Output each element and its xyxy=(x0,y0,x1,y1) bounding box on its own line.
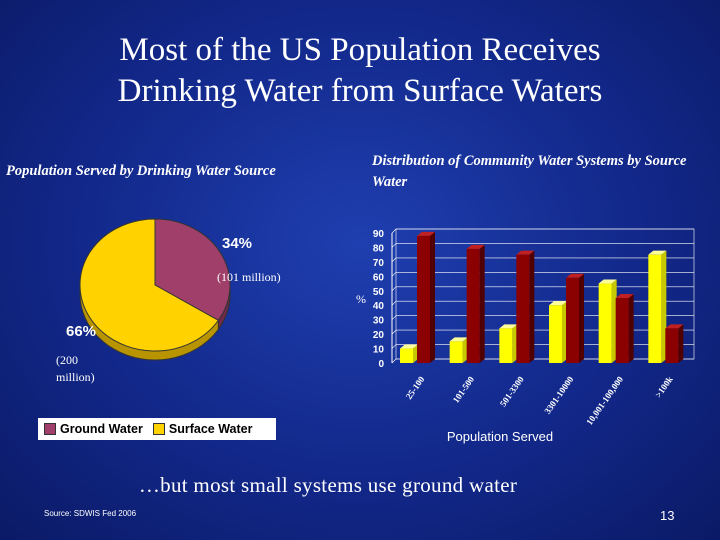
bar-light-side xyxy=(462,337,468,363)
bar-light-top xyxy=(499,324,518,329)
pie-chart-title: Population Served by Drinking Water Sour… xyxy=(6,163,276,179)
bar-dark-side xyxy=(479,244,485,363)
legend-label-ground: Ground Water xyxy=(60,422,143,436)
bar-dark-side xyxy=(678,324,684,363)
y-tick-label: 0 xyxy=(378,359,384,370)
x-tick-label: 10,001-100,000 xyxy=(584,374,625,425)
bar-light xyxy=(549,305,562,363)
bar-dark xyxy=(566,277,579,363)
bar-dark-side xyxy=(579,273,584,363)
gridline-depth xyxy=(391,243,397,248)
bar-dark xyxy=(665,328,679,363)
bar-light-top xyxy=(648,250,667,255)
bar-dark-top xyxy=(665,324,684,329)
gridline-depth xyxy=(391,301,397,306)
pie-note-ground: (101 million) xyxy=(217,270,281,284)
bar-dark xyxy=(417,235,430,363)
gridline-depth xyxy=(391,315,397,320)
bar-dark-side xyxy=(529,250,535,363)
bar-dark xyxy=(516,254,530,363)
bar-dark xyxy=(466,248,480,363)
bar-light-side xyxy=(562,301,567,363)
bar-dark-top xyxy=(615,294,634,298)
slide-title: Most of the US Population Receives Drink… xyxy=(0,30,720,112)
bar-light-top xyxy=(400,344,418,349)
y-tick-label: 30 xyxy=(373,316,385,327)
bar-y-axis-label: % xyxy=(356,292,366,306)
legend-swatch-surface xyxy=(152,423,165,435)
bar-dark-top xyxy=(516,250,535,255)
x-tick-label: 3301-10000 xyxy=(542,374,575,416)
bar-light-top xyxy=(549,301,567,306)
gridline-depth xyxy=(391,329,397,335)
bar-light-side xyxy=(413,344,418,363)
bar-light-top xyxy=(598,279,617,284)
y-tick-label: 10 xyxy=(373,345,385,356)
legend-swatch-ground xyxy=(44,423,56,435)
bar-dark-side xyxy=(430,231,435,363)
legend-label-surface: Surface Water xyxy=(168,422,253,436)
y-tick-label: 20 xyxy=(373,330,385,341)
gridline-depth xyxy=(391,272,397,277)
bar-light-side xyxy=(661,250,667,363)
y-tick-label: 90 xyxy=(373,229,385,240)
source-note: Source: SDWIS Fed 2006 xyxy=(44,509,137,518)
bar-dark-top xyxy=(466,244,485,249)
gridline-depth xyxy=(391,257,397,263)
bar-dark-top xyxy=(566,273,584,278)
title-line-2: Drinking Water from Surface Waters xyxy=(117,73,603,109)
title-line-1: Most of the US Population Receives xyxy=(119,32,601,68)
y-tick-label: 40 xyxy=(373,301,385,312)
y-tick-label: 50 xyxy=(373,287,385,298)
bar-dark-side xyxy=(628,294,634,363)
bar-chart-title: Distribution of Community Water Systems … xyxy=(372,153,687,190)
y-tick-label: 70 xyxy=(373,258,385,269)
bar-light xyxy=(598,283,612,363)
x-tick-label: 25-100 xyxy=(404,374,427,401)
gridline-depth xyxy=(391,358,397,364)
bar-light-side xyxy=(512,324,518,363)
bar-light xyxy=(400,348,413,363)
pie-label-ground: 34% xyxy=(222,235,253,252)
slide-number: 13 xyxy=(660,508,675,523)
bar-dark-top xyxy=(417,231,435,236)
x-tick-label: 101-500 xyxy=(451,374,477,405)
gridline-depth xyxy=(391,344,397,349)
footer-caption: …but most small systems use ground water xyxy=(138,473,518,497)
bar-dark xyxy=(615,298,629,363)
bar-light-top xyxy=(449,337,468,342)
pie-slice-surface-water xyxy=(79,218,220,352)
gridline-depth xyxy=(391,286,397,291)
y-tick-label: 80 xyxy=(373,243,385,254)
bar-chart: % 0 10 20 30 40 50 60 70 80 90 25-100 101-500 501-3… xyxy=(356,228,695,425)
x-tick-label: >100k xyxy=(653,374,675,399)
gridline-depth xyxy=(391,228,397,234)
bar-light xyxy=(648,254,662,363)
pie-note-surface: (200 million) xyxy=(56,353,95,384)
bar-x-axis-label: Population Served xyxy=(446,429,554,444)
y-tick-label: 60 xyxy=(373,272,385,283)
bar-light-side xyxy=(611,279,617,363)
bar-light xyxy=(499,328,513,363)
x-tick-label: 501-3300 xyxy=(498,374,526,408)
pie-label-surface: 66% xyxy=(66,323,97,340)
pie-legend: Ground Water Surface Water xyxy=(38,418,276,440)
bar-light xyxy=(449,341,463,363)
pie-chart xyxy=(79,218,231,361)
